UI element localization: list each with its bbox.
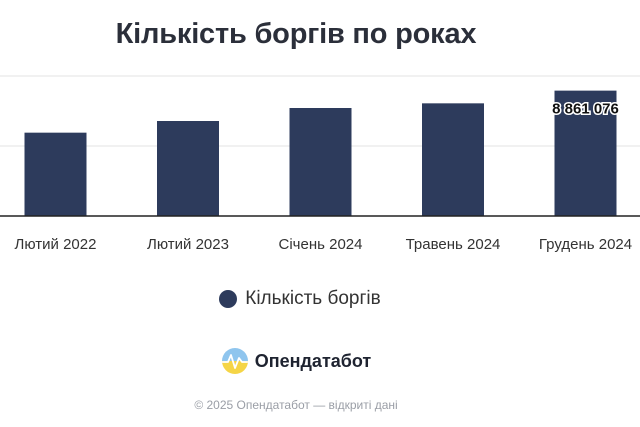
x-tick-label-1: Лютий 2023 [147,236,229,253]
bar-4 [554,90,617,216]
bar-2 [289,108,352,216]
copyright-text: © 2025 Опендатабот — відкриті дані [194,398,398,412]
x-tick-label-2: Січень 2024 [279,236,363,253]
bar-3 [422,103,484,216]
legend[interactable]: Кількість боргів [0,288,600,310]
x-tick-label-4: Грудень 2024 [539,236,632,253]
legend-swatch [219,290,238,308]
chart-title: Кількість боргів по роках [115,18,477,50]
opendatabot-logo-icon [221,348,248,374]
x-tick-label-3: Травень 2024 [406,236,501,253]
bar-1 [157,121,219,216]
brand: Опендатабот [0,347,592,375]
bar-0 [24,132,87,216]
data-label-4: 8 861 076 [552,101,619,118]
bar-chart: Лютий 2022 Лютий 2023 Січень 2024 Травень 2… [0,75,640,253]
x-tick-label-0: Лютий 2022 [15,236,97,253]
legend-label: Кількість боргів [245,288,381,309]
brand-name: Опендатабот [254,350,372,371]
